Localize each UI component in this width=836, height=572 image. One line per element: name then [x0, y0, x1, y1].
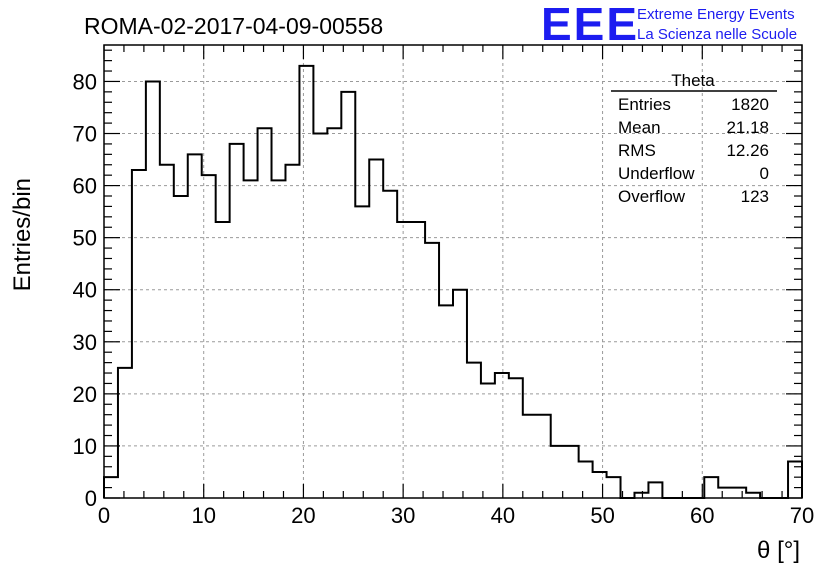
x-tick-label: 20 [291, 503, 315, 528]
histogram-bin [258, 128, 272, 498]
stats-box: Theta Entries 1820 Mean 21.18 RMS 12.26 Underf… [611, 71, 777, 206]
x-axis-label: θ [°] [757, 537, 800, 564]
histogram-bin [411, 222, 425, 498]
y-tick-labels: 0 10 20 30 40 50 60 70 80 [73, 69, 97, 511]
histogram-bin [593, 472, 607, 498]
x-tick-label: 10 [191, 503, 215, 528]
chart-title: ROMA-02-2017-04-09-00558 [84, 13, 383, 39]
y-tick-label: 40 [73, 278, 97, 303]
histogram-bin [230, 144, 244, 498]
histogram-bin [732, 488, 746, 498]
histogram-bin [313, 134, 327, 498]
histogram-bin [383, 191, 397, 498]
logo-letters: EEE [541, 0, 639, 50]
y-axis-label: Entries/bin [9, 178, 36, 291]
histogram-bin [704, 477, 718, 498]
histogram-bin [607, 477, 621, 498]
histogram-bin [495, 373, 509, 498]
y-tick-label: 10 [73, 434, 97, 459]
y-tick-label: 20 [73, 382, 97, 407]
histogram-bin [439, 305, 453, 498]
histogram-bin [551, 446, 565, 498]
x-tick-label: 70 [790, 503, 814, 528]
stats-value: 0 [760, 164, 769, 183]
y-tick-label: 70 [73, 122, 97, 147]
stats-label: Underflow [618, 164, 695, 183]
histogram-bin [146, 81, 160, 498]
histogram-bin [425, 243, 439, 498]
y-tick-label: 30 [73, 330, 97, 355]
histogram-bin [523, 415, 537, 498]
x-tick-label: 60 [690, 503, 714, 528]
stats-label: Overflow [618, 187, 686, 206]
histogram-bin [132, 170, 146, 498]
histogram-bin [718, 488, 732, 498]
y-tick-label: 80 [73, 69, 97, 94]
histogram-bin [160, 165, 174, 498]
histogram-bin [272, 180, 286, 498]
histogram-bin [341, 92, 355, 498]
histogram-bin [467, 363, 481, 498]
plot-frame [103, 44, 803, 499]
histogram-bin [579, 462, 593, 498]
logo-line-1: Extreme Energy Events [637, 6, 795, 23]
histogram-bins [104, 66, 802, 498]
x-tick-labels: 0 10 20 30 40 50 60 70 [98, 503, 814, 528]
histogram-bin [537, 415, 551, 498]
histogram-bin [509, 378, 523, 498]
stats-label: Mean [618, 118, 661, 137]
histogram-bin [244, 180, 258, 498]
stats-label: Entries [618, 95, 671, 114]
histogram-bin [369, 160, 383, 498]
stats-value: 12.26 [726, 141, 769, 160]
stats-value: 123 [741, 187, 769, 206]
y-tick-label: 60 [73, 174, 97, 199]
histogram-bin [285, 165, 299, 498]
axis-ticks [103, 45, 803, 499]
histogram-bin [453, 290, 467, 498]
histogram-bin [355, 206, 369, 498]
histogram-bin [174, 196, 188, 498]
stats-title: Theta [671, 71, 715, 90]
histogram-bin [202, 175, 216, 498]
histogram-bin [118, 368, 132, 498]
x-tick-label: 50 [590, 503, 614, 528]
x-tick-label: 0 [98, 503, 110, 528]
logo-line-2: La Scienza nelle Scuole [637, 26, 797, 43]
histogram-bin [216, 222, 230, 498]
y-tick-label: 50 [73, 226, 97, 251]
histogram-bin [565, 446, 579, 498]
histogram-bin [299, 66, 313, 498]
histogram-bin [327, 128, 341, 498]
histogram-bin [188, 154, 202, 498]
x-tick-label: 30 [391, 503, 415, 528]
stats-label: RMS [618, 141, 656, 160]
histogram-bin [397, 222, 411, 498]
stats-value: 1820 [731, 95, 769, 114]
x-tick-label: 40 [491, 503, 515, 528]
stats-rows: Entries 1820 Mean 21.18 RMS 12.26 Underflow 0 Ov… [618, 95, 769, 206]
histogram-bin [648, 482, 662, 498]
stats-value: 21.18 [726, 118, 769, 137]
eee-logo: EEE Extreme Energy Events La Scienza nel… [541, 0, 797, 50]
y-tick-label: 0 [85, 486, 97, 511]
histogram-bin [481, 383, 495, 498]
